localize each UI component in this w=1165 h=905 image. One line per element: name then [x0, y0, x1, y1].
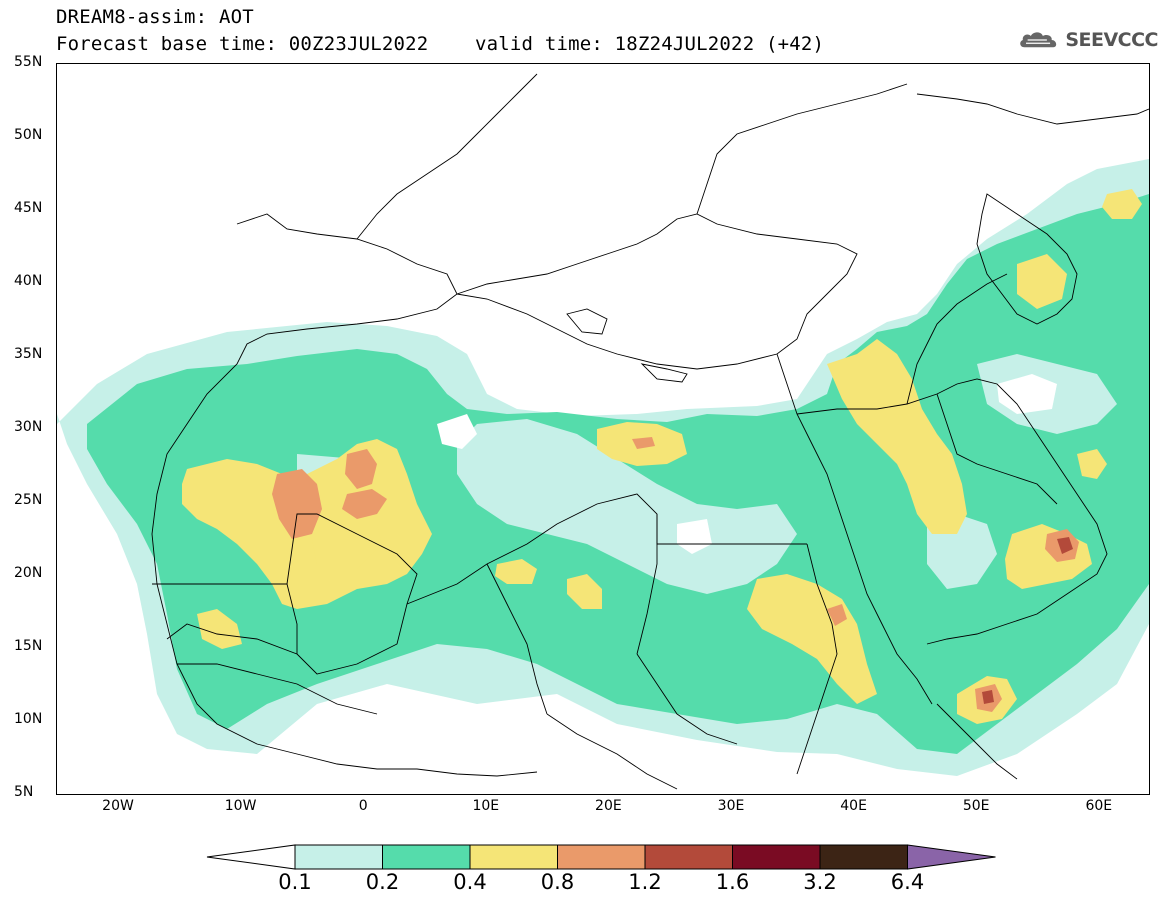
logo-text: SEEVCCC [1065, 29, 1158, 51]
lat-label: 50N [14, 127, 43, 143]
colorbar-label: 3.2 [803, 870, 837, 894]
aot-map [56, 63, 1150, 795]
lon-label: 20E [595, 798, 622, 814]
lon-label: 10E [472, 798, 500, 814]
lat-label: 30N [14, 419, 43, 435]
lat-label: 55N [14, 54, 43, 70]
colorbar-segment [732, 844, 821, 870]
coastlines [151, 73, 1149, 790]
colorbar-max-triangle [907, 844, 996, 870]
colorbar-segment [382, 844, 471, 870]
lat-label: 10N [14, 711, 43, 727]
lat-label: 5N [14, 784, 34, 800]
lat-label: 25N [14, 492, 43, 508]
colorbar-label: 1.6 [715, 870, 750, 894]
colorbar-label: 6.4 [890, 870, 925, 894]
colorbar [206, 844, 996, 870]
colorbar-min-triangle [206, 844, 296, 870]
colorbar-label: 0.2 [365, 870, 400, 894]
lon-label: 30E [717, 798, 745, 814]
cloud-icon [1020, 32, 1057, 48]
colorbar-segment [557, 844, 646, 870]
seevccc-logo: SEEVCCC [1018, 26, 1158, 54]
lat-label: 45N [14, 200, 43, 216]
lon-label: 50E [962, 798, 990, 814]
aot-contour-0.4-mali [312, 504, 382, 574]
colorbar-segment [819, 844, 908, 870]
title-times: Forecast base time: 00Z23JUL2022 valid t… [56, 33, 825, 55]
colorbar-label: 0.1 [278, 870, 312, 894]
lat-label: 40N [14, 273, 43, 289]
lon-label: 60E [1085, 798, 1113, 814]
aot-field [57, 73, 1149, 790]
colorbar-segment [644, 844, 733, 870]
lon-label: 10W [224, 798, 257, 814]
colorbar-segment [469, 844, 558, 870]
colorbar-segment [294, 844, 383, 870]
colorbar-label: 0.4 [453, 870, 487, 894]
lon-label: 40E [840, 798, 867, 814]
aot-contour-0.8 [272, 469, 322, 539]
aot-contour-1.2 [1057, 537, 1073, 554]
colorbar-label: 1.2 [628, 870, 662, 894]
title-variable: DREAM8-assim: AOT [56, 6, 254, 28]
lat-label: 15N [14, 638, 43, 654]
lat-label: 35N [14, 346, 43, 362]
lon-label: 0 [358, 798, 368, 814]
colorbar-label: 0.8 [540, 870, 575, 894]
lat-label: 20N [14, 565, 43, 581]
lon-label: 20W [102, 798, 134, 814]
